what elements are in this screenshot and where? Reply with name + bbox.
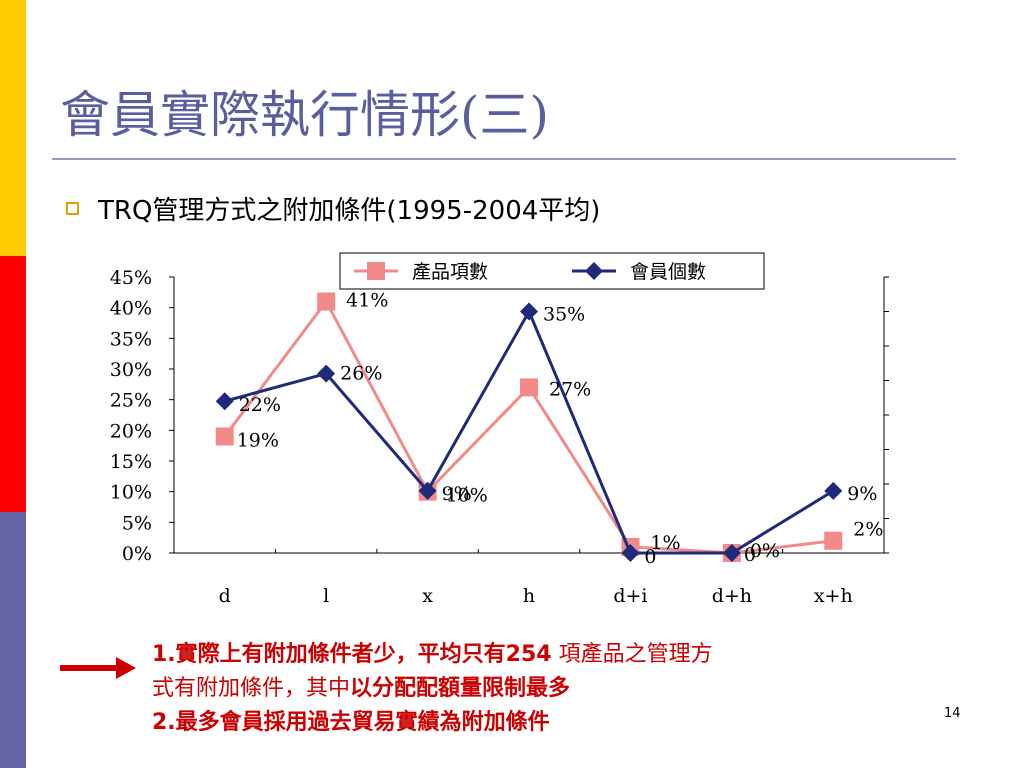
data-label: 35% [543,304,585,326]
x-tick-label: x [422,585,433,607]
left-tick-label: 20% [110,420,152,442]
legend-box [339,252,765,290]
left-tick-label: 25% [110,390,152,412]
legend-marker-1 [367,262,385,280]
series-2-marker [215,392,234,411]
note-line-1-emphasis: 1.實際上有附加條件者少，平均只有254 [152,642,552,667]
left-tick-label: 35% [110,328,152,350]
data-label: 22% [239,394,281,416]
left-tick-label: 15% [110,451,152,473]
left-tick-label: 45% [110,267,152,289]
chart-axes: 0%5%10%15%20%25%30%35%40%45%0%5%10%15%20… [110,267,889,607]
legend-marker-2 [585,262,603,280]
x-tick-label: d+i [613,585,647,607]
series-line-1 [223,298,834,555]
legend-label-1: 產品項數 [412,261,488,283]
side-bar-yellow [0,0,26,256]
left-tick-label: 30% [110,359,152,381]
data-label: 9% [847,483,877,505]
series-2-marker [418,481,437,500]
note-line-1-rest: 項產品之管理方 [551,642,713,667]
note-line-2: 式有附加條件，其中以分配配額量限制最多 [152,674,570,704]
bullet-text: TRQ管理方式之附加條件(1995-2004平均) [98,196,601,226]
data-label: 0 [744,544,756,566]
data-label: 27% [549,378,591,400]
note-line-3: 2.最多會員採用過去貿易實績為附加條件 [152,710,550,735]
legend-label-2: 會員個數 [630,261,706,283]
series-1-marker [824,531,843,550]
square-bullet-icon [66,202,79,215]
data-label: 0 [644,546,656,568]
note-line-1: 1.實際上有附加條件者少，平均只有254 項產品之管理方 [152,640,713,670]
arrow-right-icon [60,657,136,679]
line-chart: 0%5%10%15%20%25%30%35%40%45%0%5%10%15%20… [110,252,889,607]
series-2-marker [621,544,640,562]
side-bar-red [0,256,26,512]
note-line-2-emphasis: 以分配配額量限制最多 [350,676,571,701]
series-2-marker [520,302,538,321]
data-label: 26% [340,363,382,385]
left-tick-label: 5% [122,512,152,534]
data-label: 2% [853,519,883,541]
page-number: 14 [944,706,961,721]
series-1-marker [215,427,234,446]
data-label: 9% [442,483,472,505]
data-label: 1% [650,532,680,554]
series-1-marker [520,378,538,397]
x-tick-label: h [523,585,535,607]
x-tick-label: x+h [814,585,853,607]
series-2-marker [722,544,741,562]
note-line-2-start: 式有附加條件，其中 [152,676,351,701]
data-label: 19% [237,429,279,451]
left-tick-label: 0% [122,543,152,565]
data-label: 41% [346,290,388,312]
title-divider [52,158,956,160]
x-tick-label: l [323,585,329,607]
slide-title: 會員實際執行情形(三) [60,86,550,144]
left-tick-label: 40% [110,298,152,320]
series-2-marker [824,481,843,500]
chart-series [215,292,843,562]
left-tick-label: 10% [110,482,152,504]
x-tick-label: d+h [712,585,752,607]
data-label: 0% [750,540,780,562]
x-tick-label: d [219,585,231,607]
series-1-marker [317,292,336,311]
series-line-2 [224,308,835,555]
series-2-marker [317,364,336,383]
chart-legend: 產品項數 會員個數 [339,252,765,290]
data-label: 10% [446,485,488,507]
chart-data-labels: 19% 41% 10% 27% 1% 0% 2% 22% 26% 9% 35% 0 0 9% [237,290,884,568]
side-bar-blue [0,512,26,768]
